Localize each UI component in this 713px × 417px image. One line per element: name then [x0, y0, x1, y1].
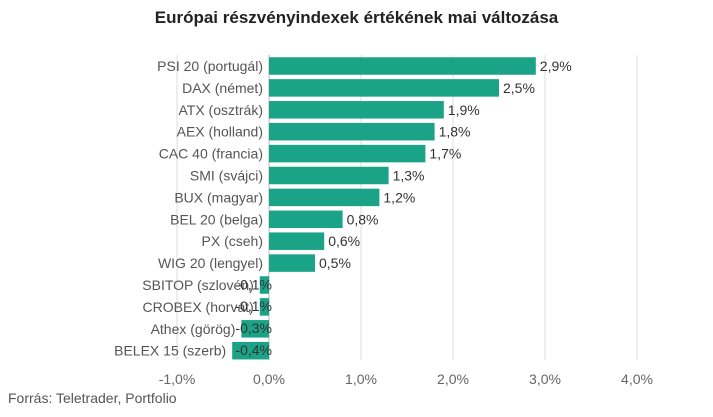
source-note: Forrás: Teletrader, Portfolio — [8, 390, 177, 406]
bar — [269, 232, 325, 250]
data-label: 1,7% — [429, 146, 461, 162]
chart-title: Európai részvényindexek értékének mai vá… — [154, 8, 559, 27]
data-label: 2,9% — [540, 58, 572, 74]
category-label: SBITOP (szlovén) — [142, 277, 254, 293]
x-tick-label: -1,0% — [159, 371, 196, 387]
bar — [269, 254, 315, 272]
bar — [269, 166, 389, 185]
x-tick-label: 4,0% — [621, 371, 653, 387]
gridlines — [176, 55, 638, 360]
x-tick-label: 0,0% — [253, 371, 285, 387]
x-tick-label: 1,0% — [345, 371, 377, 387]
data-label: -0,4% — [235, 342, 272, 358]
category-label: DAX (német) — [182, 80, 263, 96]
category-label: CAC 40 (francia) — [159, 146, 263, 162]
x-tick-label: 2,0% — [437, 371, 469, 387]
data-label: 1,2% — [383, 189, 415, 205]
category-label: AEX (holland) — [177, 124, 263, 140]
category-label: WIG 20 (lengyel) — [158, 255, 263, 271]
bars — [232, 57, 536, 360]
data-label: 0,8% — [347, 211, 379, 227]
bar — [269, 188, 380, 207]
bar — [269, 79, 499, 97]
data-label: -0,1% — [235, 276, 272, 292]
bar — [269, 210, 343, 229]
bar — [269, 122, 435, 141]
bar — [269, 57, 536, 75]
category-label: CROBEX (horvát) — [143, 299, 254, 315]
data-label: -0,3% — [235, 320, 272, 336]
bar — [232, 341, 269, 360]
bar — [259, 276, 269, 294]
data-label: 0,6% — [328, 233, 360, 249]
category-label: BEL 20 (belga) — [170, 211, 263, 227]
data-label: 0,5% — [319, 255, 351, 271]
data-label: 2,5% — [503, 80, 535, 96]
data-label: 1,8% — [439, 124, 471, 140]
category-label: Athex (görög) — [151, 321, 236, 337]
x-tick-label: 3,0% — [529, 371, 561, 387]
category-label: PSI 20 (portugál) — [157, 58, 263, 74]
category-label: ATX (osztrák) — [178, 102, 263, 118]
category-label: BELEX 15 (szerb) — [114, 343, 226, 359]
category-labels: PSI 20 (portugál) DAX (német) ATX (osztrák… — [114, 58, 263, 359]
value-labels: 2,9% 2,5% 1,9% 1,8% 1,7%1,3% 1,2%0,8% 0,6% 0,5%… — [235, 58, 571, 358]
data-label: 1,3% — [393, 168, 425, 184]
bar — [259, 298, 269, 316]
category-label: PX (cseh) — [202, 233, 263, 249]
data-label: -0,1% — [235, 298, 272, 314]
x-axis-ticks: -1,0% 0,0% 1,0% 2,0% 3,0% 4,0% — [159, 371, 653, 387]
bar — [269, 101, 444, 119]
category-label: BUX (magyar) — [174, 189, 263, 205]
category-label: SMI (svájci) — [190, 168, 263, 184]
bar — [241, 320, 269, 338]
bar — [269, 144, 426, 163]
data-label: 1,9% — [448, 102, 480, 118]
